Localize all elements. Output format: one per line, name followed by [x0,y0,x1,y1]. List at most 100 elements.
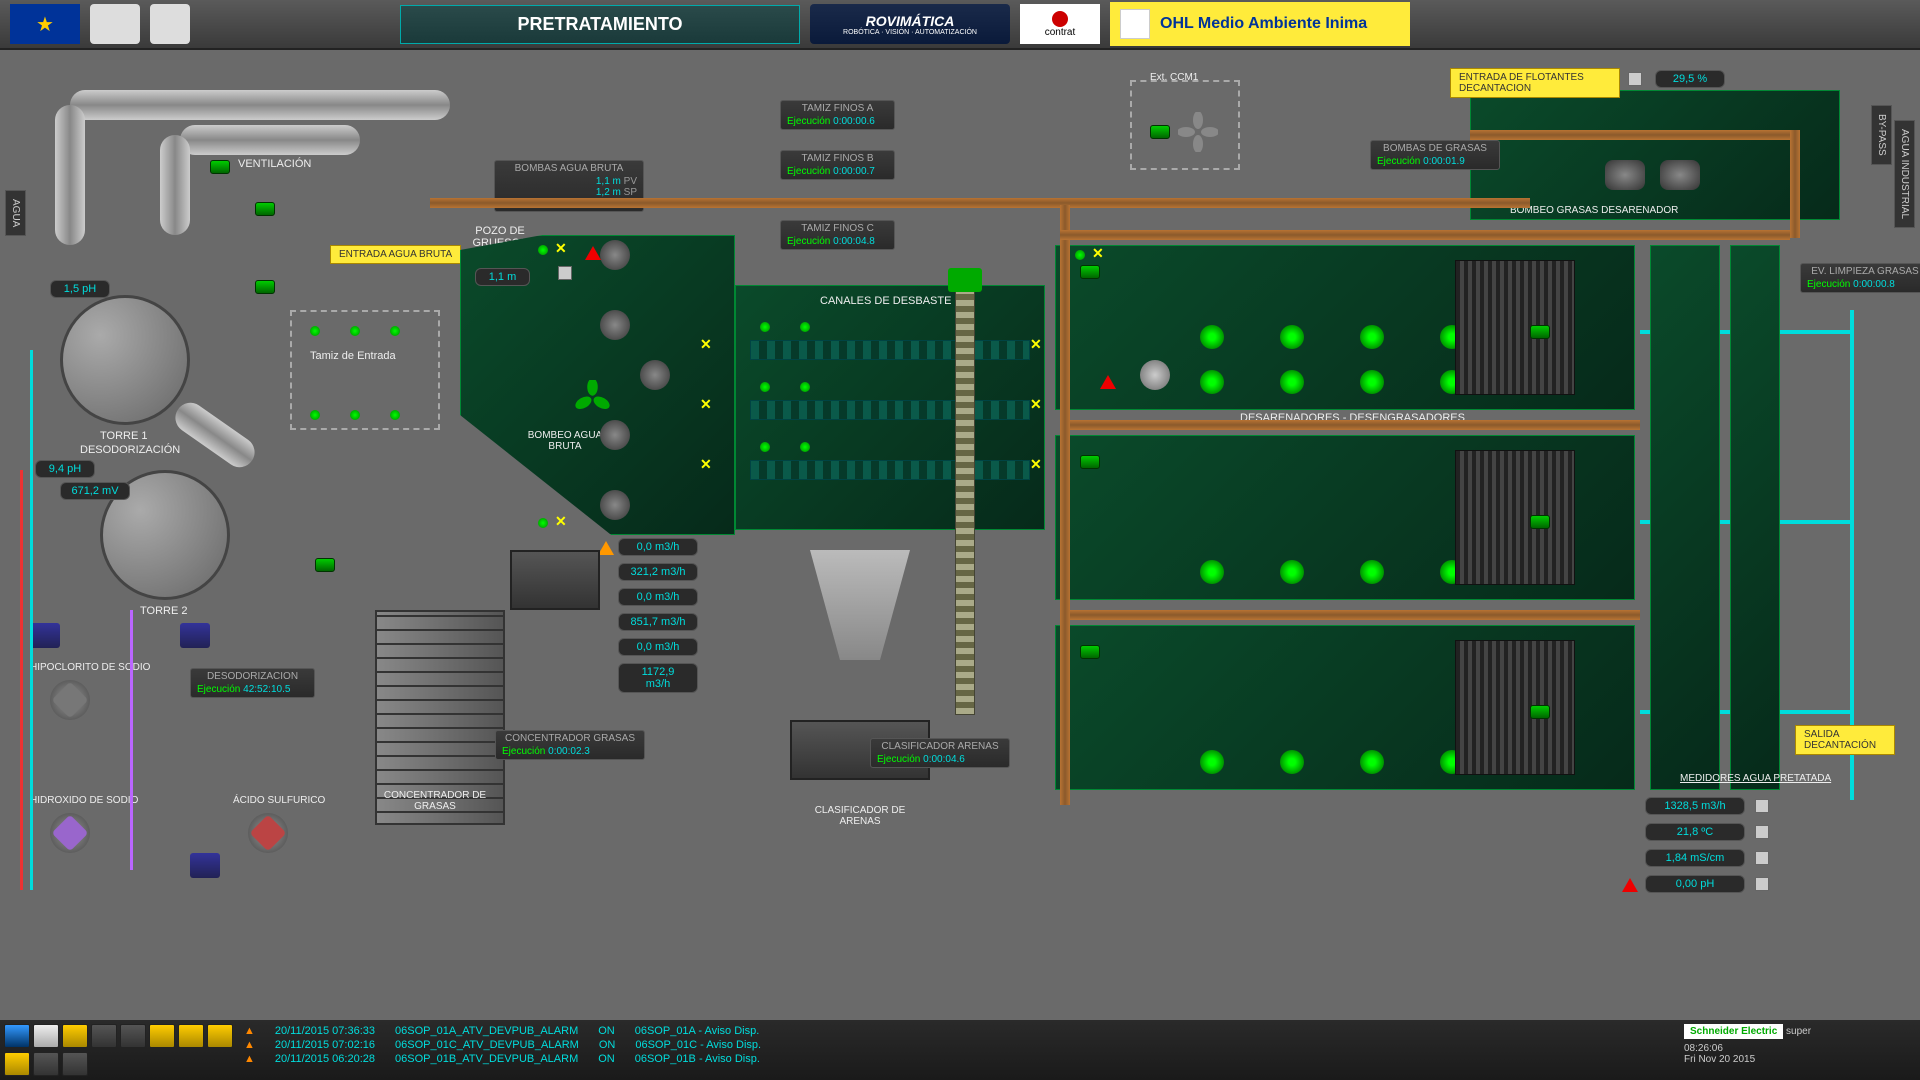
ccm-pump[interactable] [1150,125,1170,139]
pbox-concentrador[interactable]: CONCENTRADOR GRASAS Ejecución 0:00:02.3 [495,730,645,760]
pump-hypo2[interactable] [180,623,210,648]
val-med4[interactable]: 0,00 pH [1645,875,1745,893]
val-f5[interactable]: 0,0 m3/h [618,638,698,656]
lbl-bombeo-grasas: BOMBEO GRASAS DESARENADOR [1510,205,1678,216]
fan-icon[interactable] [575,380,610,415]
tag-flotantes[interactable]: ENTRADA DE FLOTANTES DECANTACION [1450,68,1620,98]
btn-home[interactable] [4,1024,30,1048]
side-bypass[interactable]: BY-PASS [1871,105,1892,165]
grinder-1[interactable] [1140,360,1170,390]
pipe-mid-h [1070,420,1640,430]
vent-pipe-h2 [180,125,360,155]
led-te4 [310,410,320,420]
btn-clipboard[interactable] [120,1024,146,1048]
pump-bruta-3[interactable] [640,360,670,390]
grasas-pump-2[interactable] [1660,160,1700,190]
val-ph2[interactable]: 9,4 pH [35,460,95,478]
pump-bruta-4[interactable] [600,420,630,450]
btn-nav1[interactable] [149,1024,175,1048]
channel-b[interactable] [750,400,1030,420]
led-te2 [350,326,360,336]
pump-bruta-2[interactable] [600,310,630,340]
val-med1[interactable]: 1328,5 m3/h [1645,797,1745,815]
torre-1[interactable] [60,295,190,425]
tag-salida[interactable]: SALIDA DECANTACIÓN [1795,725,1895,755]
user-name: super [1786,1026,1811,1037]
btn-screen[interactable] [33,1024,59,1048]
pipe-violet [130,610,133,870]
output-col-1 [1650,245,1720,790]
chk-flotantes[interactable] [1628,72,1642,86]
alarm-list[interactable]: ▲20/11/2015 07:36:3306SOP_01A_ATV_DEVPUB… [240,1020,1680,1080]
mixer-hidroxido[interactable] [50,813,90,853]
chk-m2[interactable] [1755,825,1769,839]
btn-nav2[interactable] [178,1024,204,1048]
x2: ✕ [555,513,567,530]
tag-entrada-agua-bruta[interactable]: ENTRADA AGUA BRUTA [330,245,461,264]
scraper-motor-2[interactable] [1530,515,1550,529]
vent-pipe-h [70,90,450,120]
val-f4[interactable]: 851,7 m3/h [618,613,698,631]
lbl-torre1: TORRE 1 [100,430,147,442]
rov-name: ROVIMÁTICA [866,13,955,29]
btn-alarm[interactable] [207,1024,233,1048]
warn-med4 [1622,878,1638,892]
alarm-row: ▲20/11/2015 07:36:3306SOP_01A_ATV_DEVPUB… [244,1024,1676,1038]
lbl-concentrador: CONCENTRADOR DE GRASAS [370,790,500,812]
pbox-bombas-grasas[interactable]: BOMBAS DE GRASASEjecución 0:00:01.9 [1370,140,1500,170]
channel-a[interactable] [750,340,1030,360]
chk-m1[interactable] [1755,799,1769,813]
val-f2[interactable]: 321,2 m3/h [618,563,698,581]
btn-r[interactable] [62,1024,88,1048]
screw-motor[interactable] [948,268,982,292]
channel-c[interactable] [750,460,1030,480]
footer-right: Schneider Electric super 08:26:06 Fri No… [1680,1020,1920,1080]
clock: 08:26:06 [1684,1043,1723,1054]
lbl-medidores[interactable]: MEDIDORES AGUA PRETATADA [1680,773,1831,784]
pbox-tamiz-a[interactable]: TAMIZ FINOS AEjecución 0:00:00.6 [780,100,895,130]
hopper[interactable] [810,550,910,660]
val-f6[interactable]: 1172,9 m3/h [618,663,698,693]
btn-print[interactable] [91,1024,117,1048]
pump-hypo[interactable] [30,623,60,648]
val-f3[interactable]: 0,0 m3/h [618,588,698,606]
side-agua[interactable]: AGUA [5,190,26,236]
mixer-hipoclorito[interactable] [50,680,90,720]
lbl-tamiz-entrada: Tamiz de Entrada [310,350,396,362]
val-f1[interactable]: 0,0 m3/h [618,538,698,556]
pbox-desodorizacion[interactable]: DESODORIZACION Ejecución 42:52:10.5 [190,668,315,698]
chk1[interactable] [558,266,572,280]
pbox-tamiz-c[interactable]: TAMIZ FINOS CEjecución 0:00:04.8 [780,220,895,250]
val-mv[interactable]: 671,2 mV [60,482,130,500]
val-flotantes[interactable]: 29,5 % [1655,70,1725,88]
scraper-motor-3[interactable] [1530,705,1550,719]
lbl-desodorizacion: DESODORIZACIÓN [80,444,180,456]
chk-m3[interactable] [1755,851,1769,865]
val-med3[interactable]: 1,84 mS/cm [1645,849,1745,867]
vent-motor[interactable] [210,160,230,174]
pbox-ev-limpieza[interactable]: EV. LIMPIEZA GRASASEjecución 0:00:00.8 [1800,263,1920,293]
scraper-motor-1[interactable] [1530,325,1550,339]
pump-bruta-5[interactable] [600,490,630,520]
pbox-tamiz-b[interactable]: TAMIZ FINOS BEjecución 0:00:00.7 [780,150,895,180]
led-bb2 [538,518,548,528]
btn-tools[interactable] [62,1052,88,1076]
btn-trend[interactable] [33,1052,59,1076]
pump-acid[interactable] [190,853,220,878]
mixer-acido[interactable] [248,813,288,853]
pbox-clasif[interactable]: CLASIFICADOR ARENASEjecución 0:00:04.6 [870,738,1010,768]
chk-m4[interactable] [1755,877,1769,891]
side-agua-industrial[interactable]: AGUA INDUSTRIAL [1894,120,1915,228]
led-te6 [390,410,400,420]
pipe-red [20,470,23,890]
pipe-low-h [1070,610,1640,620]
val-med2[interactable]: 21,8 ºC [1645,823,1745,841]
val-ph1[interactable]: 1,5 pH [50,280,110,298]
val-level-pozo[interactable]: 1,1 m [475,268,530,286]
grasas-pump-1[interactable] [1605,160,1645,190]
btn-warn[interactable] [4,1052,30,1076]
emblem-region [150,4,190,44]
pump-bruta-1[interactable] [600,240,630,270]
lbl-hidroxido: HIDROXIDO DE SODIO [30,795,138,806]
ccm-fan [1178,112,1218,152]
